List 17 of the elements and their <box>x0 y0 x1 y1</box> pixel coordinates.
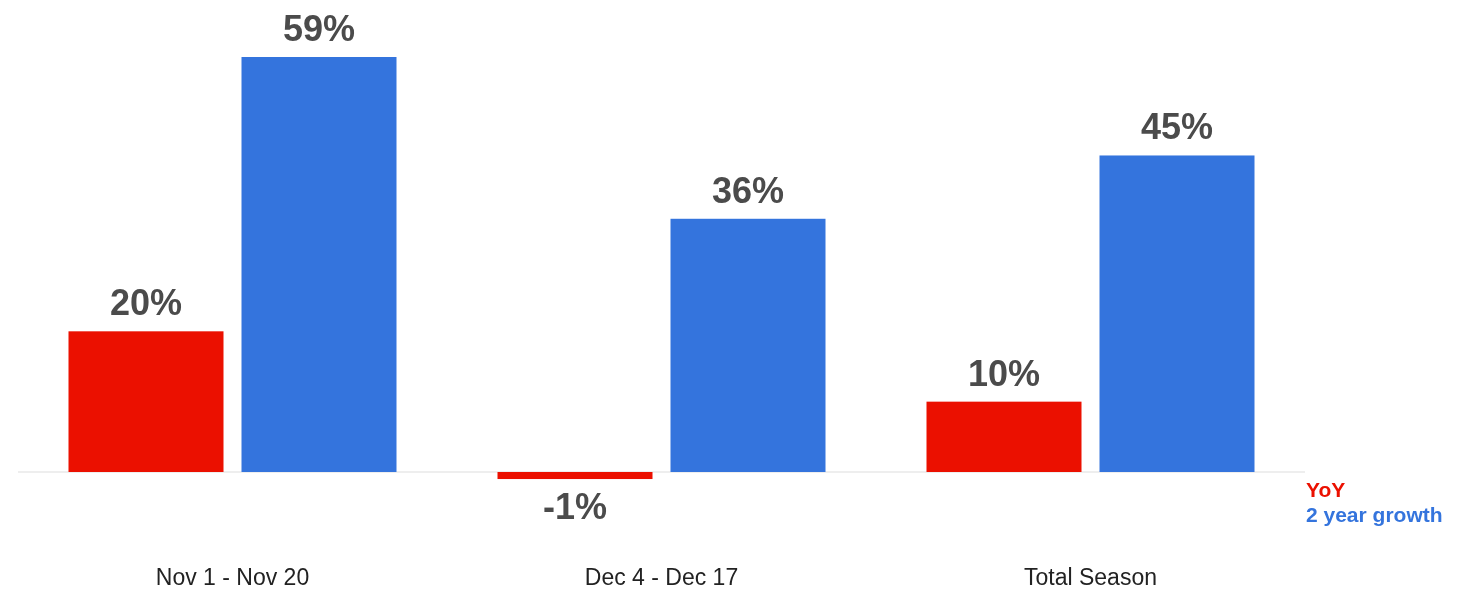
data-label: 36% <box>711 169 785 211</box>
bar <box>241 57 397 472</box>
bar <box>670 218 826 472</box>
bar <box>926 401 1082 472</box>
x-tick-label: Nov 1 - Nov 20 <box>155 564 310 590</box>
data-label: 20% <box>109 282 183 324</box>
bar <box>1099 155 1255 472</box>
data-label: -1% <box>542 486 608 528</box>
x-tick-label: Dec 4 - Dec 17 <box>584 564 739 590</box>
data-label: 10% <box>967 352 1041 394</box>
text: YoY <box>1306 478 1346 501</box>
text: 2 year growth <box>1306 503 1443 526</box>
data-label: 45% <box>1140 106 1214 148</box>
x-tick-label: Total Season <box>1024 564 1157 590</box>
data-label: 59% <box>282 8 356 49</box>
bar <box>68 331 224 472</box>
bar <box>497 472 653 480</box>
